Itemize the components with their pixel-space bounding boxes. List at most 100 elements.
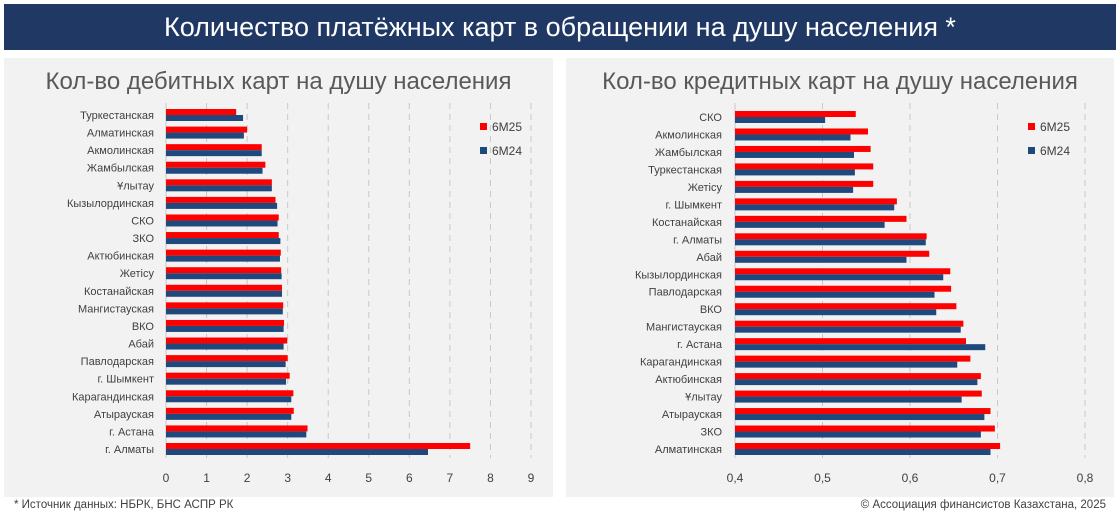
bar-6m25	[735, 163, 874, 170]
category-label: Туркестанская	[648, 164, 722, 176]
bar-6m25	[166, 144, 262, 151]
x-tick-label: 8	[487, 471, 494, 485]
category-label: Акмолинская	[655, 129, 722, 141]
bar-6m24	[735, 361, 958, 368]
bar-6m24	[166, 132, 244, 139]
legend-label: 6M24	[492, 144, 522, 158]
debit-chart: 0 1 2 3 4 5 6 7 8 9 Туркестанская Алматинская Акмоли…	[67, 103, 535, 485]
category-label: СКО	[131, 215, 154, 227]
bar-6m25	[735, 390, 982, 397]
legend-marker	[1028, 123, 1035, 130]
category-label: Акмолинская	[87, 145, 154, 157]
legend-marker	[480, 147, 487, 154]
legend-label: 6M24	[1040, 144, 1070, 158]
bar-6m24	[735, 414, 985, 421]
bar-6m24	[166, 185, 272, 192]
bar-6m25	[735, 215, 907, 222]
source-note: * Источник данных: НБРК, БНС АСПР РК	[14, 499, 234, 511]
category-label: СКО	[699, 112, 722, 124]
bar-6m25	[735, 285, 952, 292]
category-label: Алматинская	[655, 444, 722, 456]
category-label: Карагандинская	[640, 357, 722, 369]
bar-6m24	[735, 309, 937, 316]
bar-6m25	[735, 180, 874, 187]
category-label: Туркестанская	[80, 110, 154, 122]
bar-6m25	[735, 111, 856, 117]
bar-6m25	[735, 268, 951, 275]
category-label: г. Алматы	[105, 444, 154, 456]
category-label: Кызылординская	[635, 269, 722, 281]
category-label: ЗКО	[133, 233, 155, 245]
bar-6m25	[166, 179, 272, 186]
bar-6m24	[735, 396, 962, 403]
x-tick-label: 7	[447, 471, 454, 485]
bar-6m24	[166, 431, 307, 438]
bar-6m24	[166, 361, 286, 368]
bar-6m24	[166, 150, 262, 157]
bar-6m25	[735, 338, 966, 345]
bar-6m24	[166, 343, 284, 350]
bar-6m24	[735, 134, 851, 141]
category-label: Абай	[696, 252, 722, 264]
credit-chart: 0,4 0,5 0,6 0,7 0,8 СКО Акмолинская Жамбылская Т…	[635, 103, 1094, 485]
bar-6m25	[166, 302, 284, 309]
category-label: Костанайская	[84, 286, 154, 298]
bar-6m24	[735, 151, 854, 158]
bar-6m24	[166, 290, 282, 297]
bar-6m24	[166, 202, 278, 209]
category-label: Мангистауская	[646, 322, 722, 334]
category-label: г. Шымкент	[666, 199, 723, 211]
bar-6m25	[166, 284, 282, 291]
debit-chart-title: Кол-во дебитных карт на душу населения	[45, 68, 512, 95]
bar-6m25	[166, 407, 294, 414]
bar-6m24	[735, 344, 986, 351]
bar-6m24	[166, 167, 263, 174]
legend-marker	[1028, 147, 1035, 154]
category-label: г. Шымкент	[98, 374, 155, 386]
bar-6m25	[166, 267, 282, 274]
category-label: Жетісу	[688, 182, 723, 194]
category-label: г. Астана	[109, 426, 155, 438]
x-tick-label: 4	[325, 471, 332, 485]
category-label: Карагандинская	[72, 391, 154, 403]
bar-6m24	[735, 186, 854, 193]
x-tick-label: 0,6	[902, 471, 919, 485]
bar-6m24	[735, 256, 907, 263]
bar-6m24	[166, 396, 292, 403]
x-tick-label: 0,7	[989, 471, 1006, 485]
x-tick-label: 5	[365, 471, 372, 485]
category-label: Ұлытау	[117, 180, 154, 192]
x-tick-label: 0,5	[814, 471, 831, 485]
credit-chart-title: Кол-во кредитных карт на душу населения	[602, 68, 1078, 95]
bar-6m24	[735, 431, 981, 438]
category-label: Жетісу	[120, 268, 155, 280]
bar-6m25	[166, 337, 288, 344]
debit-cards-chart-panel: Кол-во дебитных карт на душу населения 0…	[4, 58, 553, 497]
category-label: Ұлытау	[685, 392, 722, 404]
bar-6m24	[735, 291, 935, 298]
bar-6m24	[735, 449, 991, 455]
legend-label: 6M25	[1040, 120, 1070, 134]
category-label: Актюбинская	[655, 374, 722, 386]
category-label: Мангистауская	[78, 303, 154, 315]
bar-6m25	[166, 249, 281, 256]
bar-6m24	[166, 449, 428, 455]
bar-6m25	[166, 214, 279, 221]
bar-6m24	[166, 378, 287, 385]
bar-6m25	[166, 390, 294, 397]
category-label: Жамбылская	[655, 147, 722, 159]
bar-6m24	[735, 274, 944, 281]
bar-6m25	[166, 443, 471, 449]
x-tick-label: 1	[203, 471, 210, 485]
category-label: Атырауская	[662, 409, 722, 421]
bar-6m25	[166, 425, 308, 432]
legend-label: 6M25	[492, 120, 522, 134]
x-tick-label: 6	[406, 471, 413, 485]
bar-6m24	[166, 255, 280, 262]
bar-6m25	[735, 443, 1001, 449]
bar-6m25	[166, 126, 248, 133]
bar-6m24	[735, 221, 885, 228]
bar-6m24	[735, 239, 926, 246]
bar-6m25	[166, 319, 285, 326]
page-title: Количество платёжных карт в обращении на…	[4, 4, 1116, 50]
